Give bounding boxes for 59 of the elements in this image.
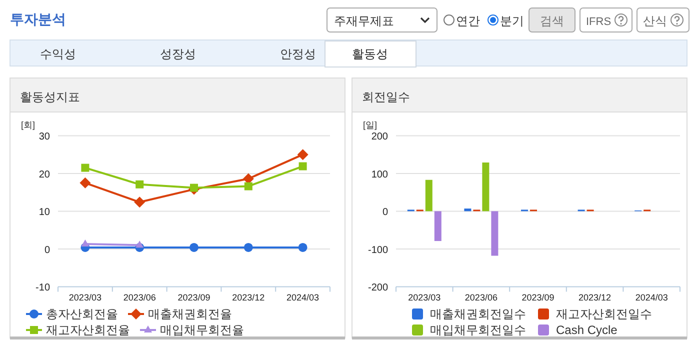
x-tick-label: 2023/12 xyxy=(232,292,265,303)
point xyxy=(298,162,307,170)
text: 분기 xyxy=(500,14,524,28)
legend-label: Cash Cycle xyxy=(556,323,618,337)
x-tick-label: 2024/03 xyxy=(635,292,668,303)
legend-label: 매입채무회전율 xyxy=(160,323,244,337)
y-tick-label: 100 xyxy=(371,169,388,180)
x-tick-label: 2023/06 xyxy=(464,292,498,303)
text: 수익성 xyxy=(40,47,76,61)
bar xyxy=(464,208,472,212)
point xyxy=(244,182,252,190)
y-tick-label: 30 xyxy=(38,132,50,143)
text: 주재무제표 xyxy=(334,14,394,28)
x-tick-label: 2023/09 xyxy=(522,292,554,303)
chart-title: 회전일수 xyxy=(362,90,410,104)
point xyxy=(190,184,198,192)
x-tick-label: 2023/03 xyxy=(408,292,441,303)
bar xyxy=(434,211,442,242)
text: 안정성 xyxy=(280,47,316,61)
y-tick-label: 20 xyxy=(38,169,50,180)
legend-label: 재고자산회전율 xyxy=(46,323,130,337)
point xyxy=(80,177,91,188)
point xyxy=(244,242,253,252)
y-tick-label: -10 xyxy=(36,282,50,294)
text: 연간 xyxy=(456,14,480,28)
text: 활동성 xyxy=(352,47,388,61)
y-tick-label: 0 xyxy=(382,207,388,218)
legend-label: 매입채무회전일수 xyxy=(430,323,526,337)
point xyxy=(134,196,146,208)
y-tick-label: 200 xyxy=(371,132,388,143)
y-tick-label: -200 xyxy=(368,282,388,294)
y-tick-label: -100 xyxy=(368,244,388,256)
y-axis-title: [일] xyxy=(363,120,378,130)
point xyxy=(81,164,90,172)
text: IFRS xyxy=(586,16,612,28)
x-tick-label: 2023/09 xyxy=(178,292,210,303)
y-tick-label: 10 xyxy=(38,207,50,218)
bar xyxy=(491,211,498,256)
point xyxy=(297,149,308,160)
text: 투자분석 xyxy=(10,11,66,27)
legend-label: 매출채권회전일수 xyxy=(430,307,526,321)
point xyxy=(190,242,198,252)
chart-title: 활동성지표 xyxy=(20,90,80,104)
point xyxy=(298,242,308,252)
legend-label: 총자산회전율 xyxy=(46,307,118,321)
legend-label: 매출채권회전율 xyxy=(148,307,232,321)
x-tick-label: 2024/03 xyxy=(286,292,320,303)
x-tick-label: 2023/06 xyxy=(123,292,156,303)
point xyxy=(136,180,144,188)
y-axis-title: [회] xyxy=(21,120,36,130)
legend-label: 재고자산회전일수 xyxy=(556,307,652,321)
x-tick-label: 2023/03 xyxy=(68,292,102,303)
bar xyxy=(425,180,432,212)
x-tick-label: 2023/12 xyxy=(578,292,612,303)
bar xyxy=(482,162,490,212)
y-tick-label: 0 xyxy=(44,244,50,256)
text: 성장성 xyxy=(160,47,196,61)
text: 산식 xyxy=(643,14,667,28)
text: 검색 xyxy=(540,14,564,28)
